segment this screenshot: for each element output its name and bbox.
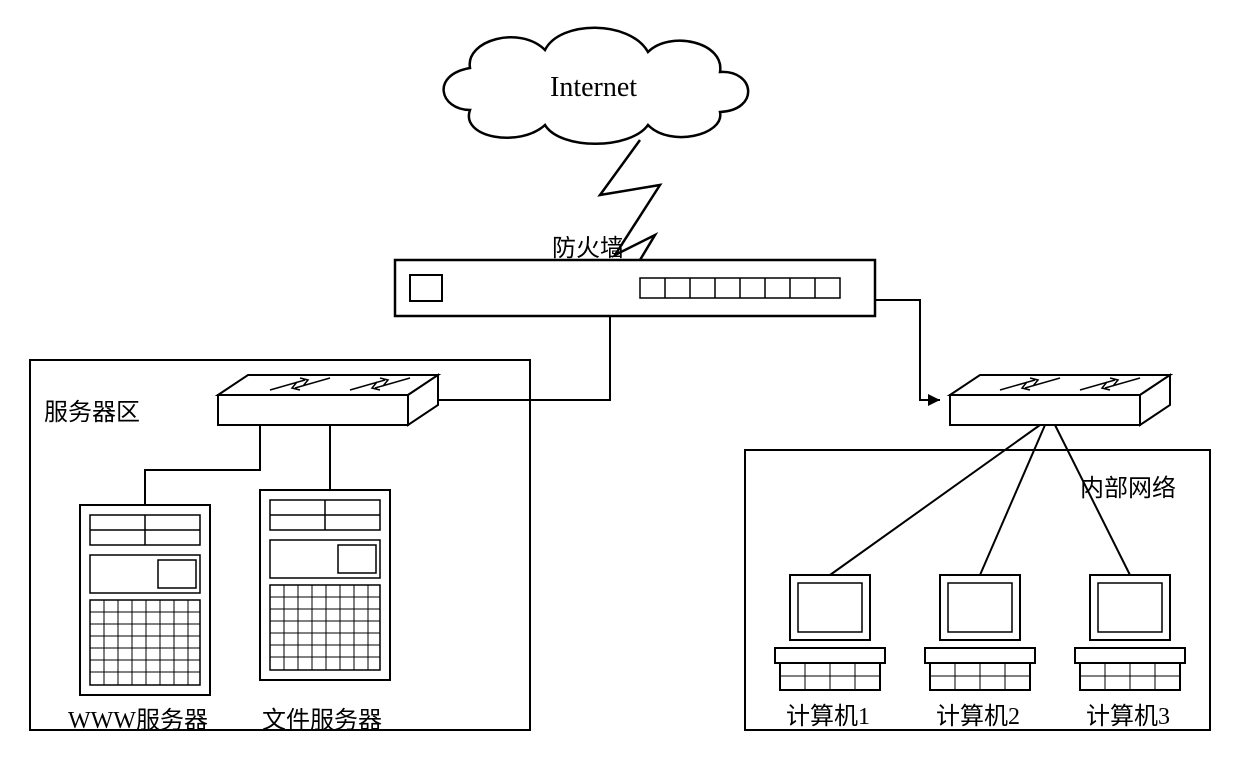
file-server-icon xyxy=(260,490,390,680)
switch-left xyxy=(218,375,438,425)
edge-switchR-pc2 xyxy=(980,425,1045,575)
firewall-device xyxy=(395,260,875,316)
pc2-label: 计算机2 xyxy=(936,696,1020,731)
computer-3-icon xyxy=(1075,575,1185,690)
pc1-label: 计算机1 xyxy=(786,696,870,731)
computer-1-icon xyxy=(775,575,885,690)
www-server-icon xyxy=(80,505,210,695)
computer-2-icon xyxy=(925,575,1035,690)
diagram-root: Internet 防火墙 服务器区 内部网络 WWW服务器 文件服务器 计算机1… xyxy=(0,0,1239,764)
edge-switchR-pc1 xyxy=(830,425,1040,575)
file-server-label: 文件服务器 xyxy=(262,700,382,735)
network-diagram-svg xyxy=(0,0,1239,764)
edge-firewall-switchR xyxy=(875,300,940,406)
www-server-label: WWW服务器 xyxy=(68,700,208,735)
edge-switchL-srv1 xyxy=(145,425,260,505)
server-zone-label: 服务器区 xyxy=(44,392,140,427)
internet-label: Internet xyxy=(550,72,637,104)
switch-right xyxy=(950,375,1170,425)
internal-net-label: 内部网络 xyxy=(1080,468,1176,503)
pc3-label: 计算机3 xyxy=(1086,696,1170,731)
firewall-label: 防火墙 xyxy=(552,228,624,263)
